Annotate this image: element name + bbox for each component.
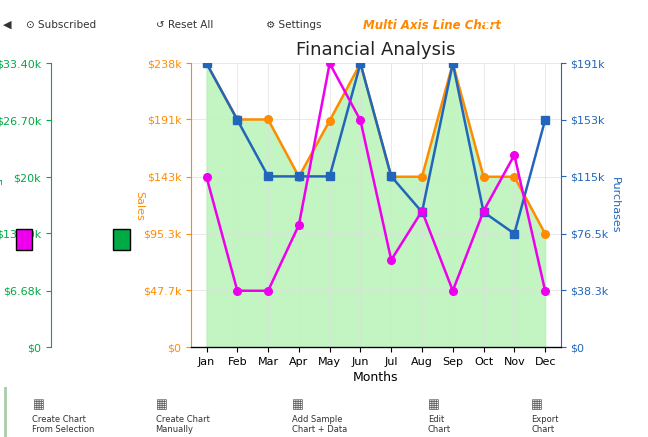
Text: Multi Axis Line Chart: Multi Axis Line Chart [363,19,501,31]
Text: Add Sample
Chart + Data: Add Sample Chart + Data [292,415,347,434]
X-axis label: Months: Months [353,371,399,384]
Text: Edit
Chart: Edit Chart [428,415,451,434]
Text: ▦: ▦ [292,398,303,411]
Text: Create Chart
From Selection: Create Chart From Selection [32,415,95,434]
Text: Export
Chart: Export Chart [531,415,559,434]
Text: ▦: ▦ [531,398,543,411]
Text: ▦: ▦ [32,398,44,411]
Text: ↺ Reset All: ↺ Reset All [156,20,213,30]
Text: ▦: ▦ [156,398,167,411]
Y-axis label: Purchases: Purchases [610,177,619,234]
Text: ▶  How-to video  ▾: ▶ How-to video ▾ [485,20,591,30]
Text: ⊙ Subscribed: ⊙ Subscribed [26,20,96,30]
Text: ⚙ Settings: ⚙ Settings [266,20,321,30]
Title: Financial Analysis: Financial Analysis [296,41,456,59]
Text: Create Chart
Manually: Create Chart Manually [156,415,209,434]
Y-axis label: Sales: Sales [135,191,145,220]
Text: ▦: ▦ [428,398,439,411]
Text: ◀: ◀ [3,20,12,30]
